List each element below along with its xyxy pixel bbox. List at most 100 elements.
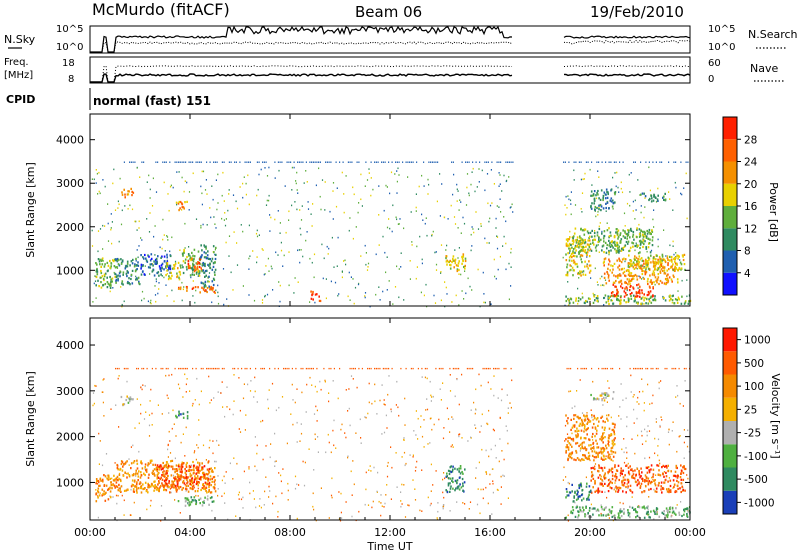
- echo-cell: [609, 269, 611, 272]
- echo-cell: [651, 230, 654, 233]
- range-band-speck: [391, 161, 393, 163]
- echo-cell: [583, 424, 586, 427]
- echo-cell: [163, 255, 166, 258]
- echo-cell: [208, 485, 210, 489]
- echo-speck: [112, 287, 114, 289]
- echo-speck: [404, 516, 407, 518]
- echo-speck: [659, 426, 661, 428]
- echo-speck: [488, 409, 490, 412]
- range-band-speck: [167, 367, 169, 370]
- echo-cell: [180, 266, 182, 269]
- echo-speck: [430, 394, 432, 397]
- range-band-speck: [235, 161, 237, 163]
- echo-speck: [640, 205, 642, 207]
- echo-speck: [601, 453, 603, 455]
- echo-cell: [121, 191, 123, 194]
- echo-cell: [596, 295, 599, 298]
- echo-speck: [217, 284, 219, 287]
- echo-cell: [96, 267, 98, 271]
- echo-speck: [181, 264, 183, 266]
- echo-cell: [610, 447, 613, 450]
- echo-cell: [647, 302, 650, 305]
- echo-cell: [566, 272, 569, 275]
- echo-speck: [602, 404, 604, 406]
- echo-speck: [499, 416, 501, 419]
- echo-cell: [95, 493, 97, 496]
- echo-cell: [104, 263, 106, 266]
- echo-cell: [673, 512, 676, 515]
- echo-cell: [150, 459, 153, 462]
- range-band-speck: [605, 161, 607, 163]
- echo-cell: [617, 247, 619, 250]
- echo-speck: [168, 209, 170, 212]
- echo-cell: [450, 264, 452, 267]
- echo-speck: [390, 171, 393, 174]
- echo-speck: [373, 466, 375, 469]
- echo-cell: [576, 245, 578, 248]
- echo-cell: [116, 467, 119, 470]
- echo-cell: [568, 452, 571, 455]
- echo-cell: [190, 474, 193, 477]
- echo-cell: [676, 299, 678, 302]
- echo-cell: [641, 302, 643, 305]
- range-band-speck: [132, 161, 134, 163]
- echo-speck: [419, 235, 421, 238]
- echo-speck: [280, 241, 282, 244]
- echo-cell: [670, 515, 673, 518]
- echo-cell: [587, 455, 590, 458]
- echo-cell: [660, 264, 662, 267]
- echo-cell: [639, 295, 641, 298]
- echo-cell: [95, 284, 97, 287]
- echo-cell: [587, 512, 589, 515]
- echo-cell: [565, 438, 567, 441]
- echo-cell: [632, 235, 634, 238]
- echo-speck: [603, 284, 605, 287]
- echo-cell: [593, 456, 596, 459]
- echo-cell: [633, 263, 636, 266]
- echo-cell: [672, 479, 675, 482]
- echo-cell: [651, 236, 654, 239]
- echo-cell: [619, 301, 622, 304]
- echo-speck: [613, 488, 615, 491]
- echo-cell: [579, 243, 581, 246]
- echo-cell: [600, 205, 603, 208]
- range-band-speck: [151, 367, 153, 370]
- echo-speck: [609, 453, 611, 456]
- range-band-speck: [146, 367, 148, 370]
- echo-cell: [168, 465, 171, 468]
- echo-cell: [635, 516, 637, 519]
- echo-cell: [118, 473, 121, 476]
- echo-cell: [212, 283, 215, 287]
- echo-cell: [638, 264, 640, 267]
- echo-cell: [124, 471, 126, 474]
- echo-cell: [593, 243, 595, 246]
- echo-cell: [638, 291, 640, 294]
- echo-speck: [655, 418, 657, 420]
- echo-speck: [491, 202, 493, 204]
- echo-speck: [423, 185, 425, 187]
- echo-speck: [118, 472, 121, 475]
- echo-speck: [630, 172, 632, 174]
- echo-cell: [643, 277, 645, 280]
- range-band-speck: [305, 367, 307, 370]
- echo-speck: [216, 439, 218, 442]
- echo-cell: [182, 476, 185, 479]
- echo-cell: [665, 278, 668, 282]
- echo-speck: [129, 204, 131, 207]
- echo-cell: [158, 490, 160, 493]
- echo-cell: [193, 478, 196, 481]
- echo-speck: [353, 483, 355, 486]
- echo-cell: [636, 514, 639, 517]
- echo-speck: [349, 217, 351, 219]
- echo-cell: [650, 301, 653, 304]
- echo-speck: [200, 390, 202, 393]
- echo-speck: [207, 476, 209, 479]
- echo-speck: [465, 292, 467, 295]
- echo-speck: [177, 383, 180, 386]
- echo-speck: [488, 455, 490, 458]
- echo-cell: [638, 290, 640, 293]
- echo-cell: [603, 264, 605, 267]
- echo-speck: [415, 277, 417, 280]
- echo-speck: [326, 245, 328, 248]
